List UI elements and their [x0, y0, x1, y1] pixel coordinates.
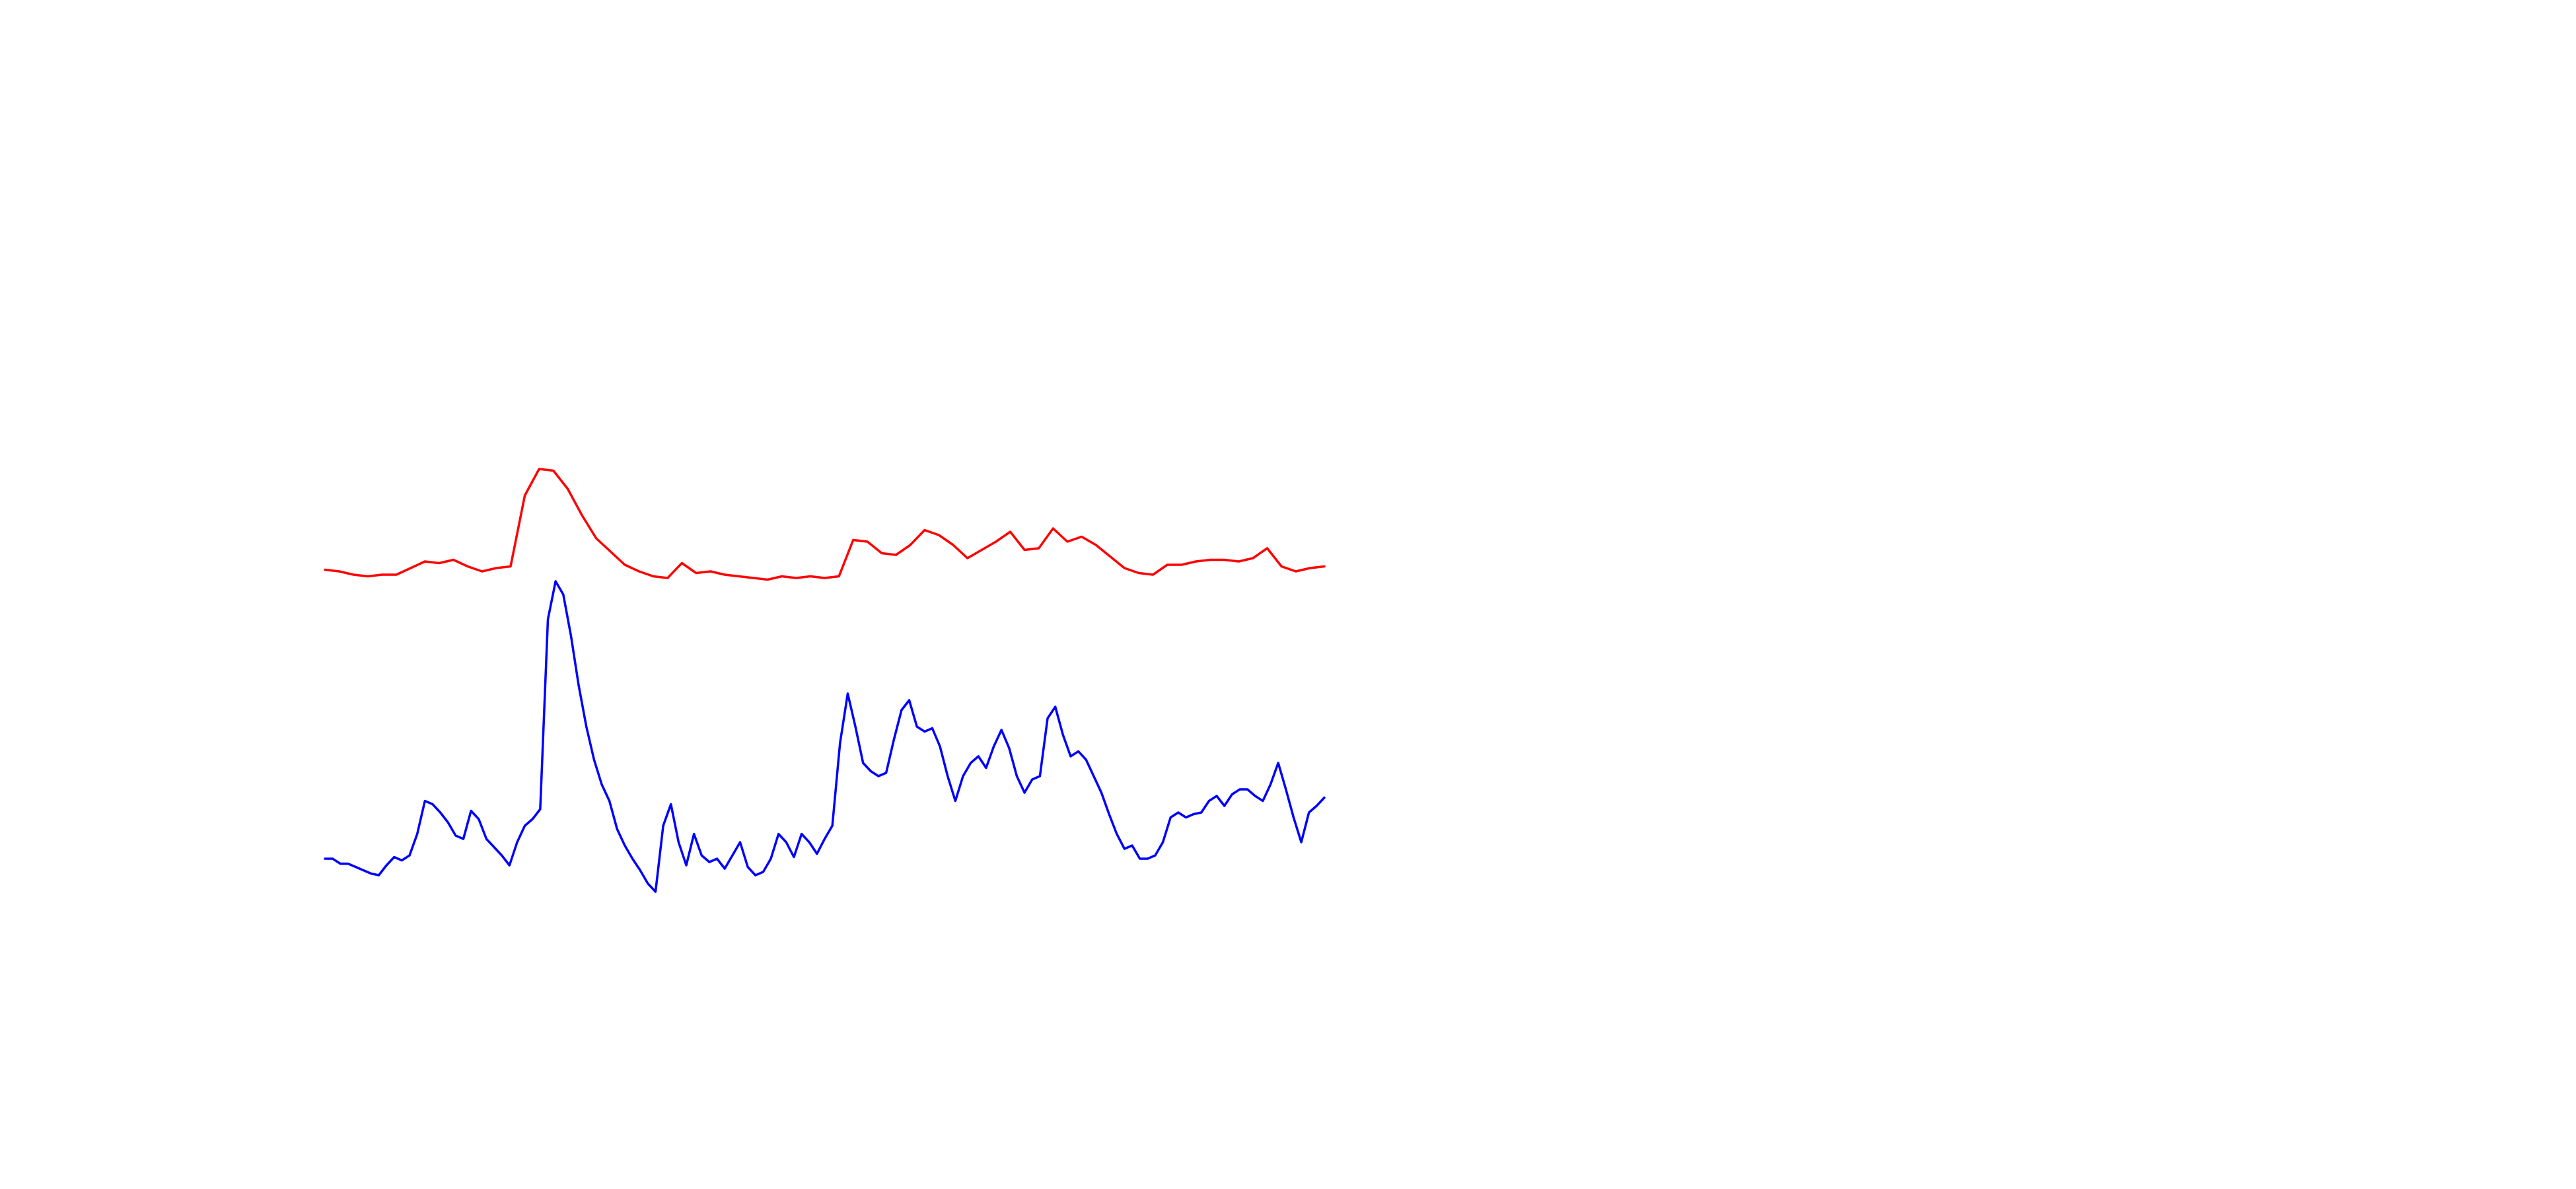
line-series — [324, 468, 1326, 581]
line-series — [324, 580, 1326, 893]
